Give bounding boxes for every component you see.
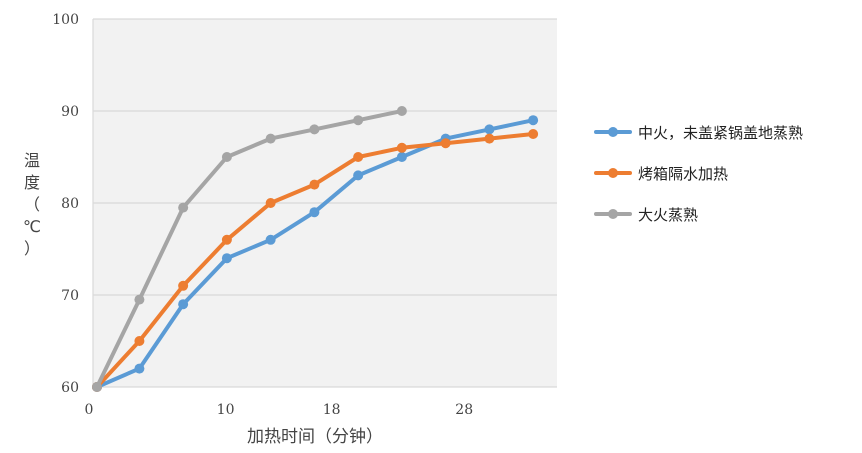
data-point	[265, 133, 276, 144]
data-point	[265, 198, 276, 208]
series-line	[94, 109, 404, 389]
data-point	[484, 124, 495, 135]
y-axis-label-char: 温	[23, 151, 40, 170]
y-tick-label: 80	[61, 196, 79, 212]
legend-item: 烤箱隔水加热	[594, 163, 803, 183]
data-point	[134, 363, 145, 374]
data-point	[221, 253, 232, 264]
x-tick-label: 10	[217, 402, 235, 418]
x-axis-label: 加热时间（分钟）	[247, 427, 383, 447]
y-axis-label: 温度 （ ℃ ）	[20, 150, 44, 260]
data-point	[178, 202, 189, 213]
data-point	[134, 294, 145, 305]
series-2	[91, 106, 407, 392]
x-axis-ticks: 0 10 18 28	[85, 402, 474, 418]
data-point	[440, 138, 451, 149]
data-point	[396, 142, 407, 153]
data-point	[528, 129, 539, 139]
y-axis-label-char: （	[23, 195, 40, 214]
data-point	[396, 152, 407, 162]
x-tick-label: 0	[85, 402, 94, 418]
series-1	[91, 129, 539, 392]
y-tick-label: 90	[61, 104, 79, 120]
data-point	[91, 382, 102, 392]
y-tick-label: 100	[52, 12, 79, 28]
data-point	[134, 336, 145, 346]
legend-swatch	[594, 163, 632, 183]
data-point	[221, 152, 232, 162]
y-axis-label-char: 度	[23, 173, 40, 192]
y-tick-label: 70	[61, 288, 79, 304]
legend-label: 大火蒸熟	[638, 205, 699, 224]
data-point	[309, 179, 320, 190]
legend-item: 大火蒸熟	[594, 204, 803, 224]
data-point	[528, 115, 539, 126]
y-tick-label: 60	[61, 380, 79, 396]
y-axis-label-char: ℃	[23, 217, 41, 236]
data-point	[178, 280, 189, 291]
data-point	[484, 133, 495, 144]
data-point	[309, 207, 320, 218]
legend-swatch	[594, 122, 632, 142]
legend-swatch	[594, 204, 632, 224]
legend: 中火，未盖紧锅盖地蒸熟 烤箱隔水加热 大火蒸熟	[594, 122, 803, 245]
data-point	[353, 115, 364, 126]
legend-label: 中火，未盖紧锅盖地蒸熟	[638, 123, 804, 142]
data-point	[353, 170, 364, 181]
data-point	[178, 299, 189, 310]
data-point	[221, 234, 232, 245]
y-axis-label-char: ）	[23, 239, 40, 258]
data-point	[309, 124, 320, 135]
x-tick-label: 18	[323, 402, 341, 418]
y-axis-ticks: 60 70 80 90 100	[52, 12, 79, 396]
data-point	[396, 106, 407, 116]
x-tick-label: 28	[455, 402, 473, 418]
series-group	[91, 106, 539, 392]
data-point	[353, 152, 364, 162]
data-point	[265, 234, 276, 245]
legend-item: 中火，未盖紧锅盖地蒸熟	[594, 122, 803, 142]
legend-label: 烤箱隔水加热	[638, 164, 729, 183]
